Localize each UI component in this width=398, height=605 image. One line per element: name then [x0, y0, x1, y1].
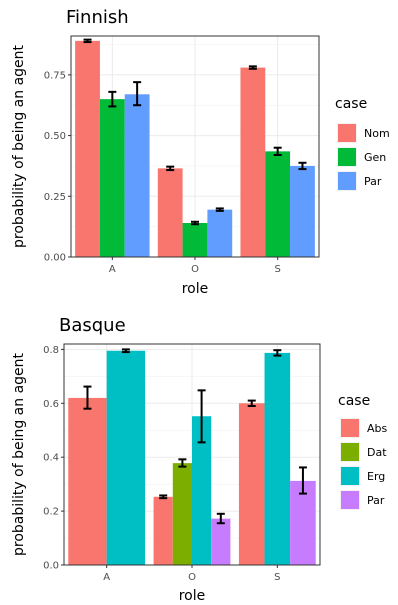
- legend-label-gen: Gen: [364, 151, 386, 164]
- error-bar-o-abs: [159, 494, 168, 500]
- legend-key-erg: [341, 467, 359, 485]
- y-tick-label: 0.4: [43, 453, 59, 464]
- error-bar-o-par: [215, 207, 224, 212]
- legend-key-par: [341, 491, 359, 509]
- legend-title: case: [338, 393, 370, 409]
- legend-key-abs: [341, 419, 359, 437]
- error-bar-s-abs: [247, 399, 256, 407]
- legend-label-erg: Erg: [367, 470, 385, 483]
- x-axis-title: role: [182, 281, 209, 297]
- bar-s-nom: [240, 67, 266, 257]
- error-bar-s-erg: [273, 349, 282, 357]
- y-tick-label: 0.6: [43, 399, 59, 410]
- bar-o-gen: [182, 223, 208, 257]
- error-bar-o-dat: [178, 458, 187, 468]
- y-tick-label: 0.2: [43, 507, 59, 518]
- y-tick-label: 0.00: [44, 253, 66, 264]
- x-tick-label: S: [274, 572, 280, 583]
- chart-title: Finnish: [66, 7, 129, 28]
- x-tick-label: A: [103, 572, 110, 583]
- error-bar-s-nom: [248, 65, 257, 70]
- y-tick-label: 0.50: [44, 131, 66, 142]
- legend-label-abs: Abs: [367, 422, 388, 435]
- bar-o-par: [207, 209, 233, 257]
- error-bar-s-gen: [273, 146, 282, 156]
- bar-a-abs: [68, 397, 107, 565]
- bar-s-gen: [265, 151, 291, 257]
- bar-o-nom: [157, 168, 183, 257]
- legend-label-par: Par: [367, 494, 385, 507]
- legend-label-dat: Dat: [367, 446, 387, 459]
- legend-label-par: Par: [364, 175, 382, 188]
- legend-title: case: [335, 96, 367, 112]
- bar-o-erg: [192, 416, 212, 565]
- legend-label-nom: Nom: [364, 127, 390, 140]
- legend-key-dat: [341, 443, 359, 461]
- x-tick-label: A: [109, 264, 116, 275]
- bar-s-par: [290, 480, 316, 565]
- legend: case Nom Gen Par: [335, 96, 390, 191]
- bar-a-par: [124, 94, 150, 258]
- legend-key-par: [338, 172, 356, 190]
- error-bar-a-nom: [83, 38, 92, 44]
- error-bar-a-abs: [83, 385, 92, 410]
- error-bar-s-par: [298, 466, 307, 495]
- x-tick-label: O: [191, 264, 199, 275]
- y-tick-label: 0.0: [43, 561, 59, 572]
- error-bar-s-par: [298, 161, 307, 171]
- bar-a-erg: [106, 350, 146, 565]
- x-axis-title: role: [179, 588, 206, 604]
- y-axis-title: probability of being an agent: [11, 44, 27, 248]
- bar-s-par: [290, 165, 315, 257]
- y-tick-label: 0.8: [43, 345, 59, 356]
- bar-s-erg: [264, 352, 291, 565]
- bar-a-nom: [75, 40, 100, 257]
- x-tick-label: O: [188, 572, 196, 583]
- bar-o-dat: [172, 463, 192, 565]
- error-bar-a-erg: [121, 348, 130, 354]
- y-tick-label: 0.75: [44, 70, 66, 81]
- error-bar-a-par: [133, 81, 142, 107]
- bar-s-abs: [238, 403, 265, 565]
- y-axis-title: probability of being an agent: [11, 352, 27, 556]
- bar-o-abs: [153, 496, 173, 565]
- error-bar-o-nom: [166, 165, 175, 172]
- y-tick-label: 0.25: [44, 192, 66, 203]
- error-bar-o-erg: [197, 389, 206, 444]
- x-tick-label: S: [274, 264, 280, 275]
- error-bar-a-gen: [108, 90, 117, 108]
- error-bar-o-par: [216, 512, 225, 525]
- legend-key-gen: [338, 148, 356, 166]
- chart-title: Basque: [59, 315, 126, 336]
- legend: case Abs Dat Erg Par: [338, 393, 388, 510]
- bar-a-gen: [99, 99, 125, 258]
- error-bar-o-gen: [191, 220, 199, 226]
- bar-o-par: [211, 518, 231, 565]
- legend-key-nom: [338, 124, 356, 142]
